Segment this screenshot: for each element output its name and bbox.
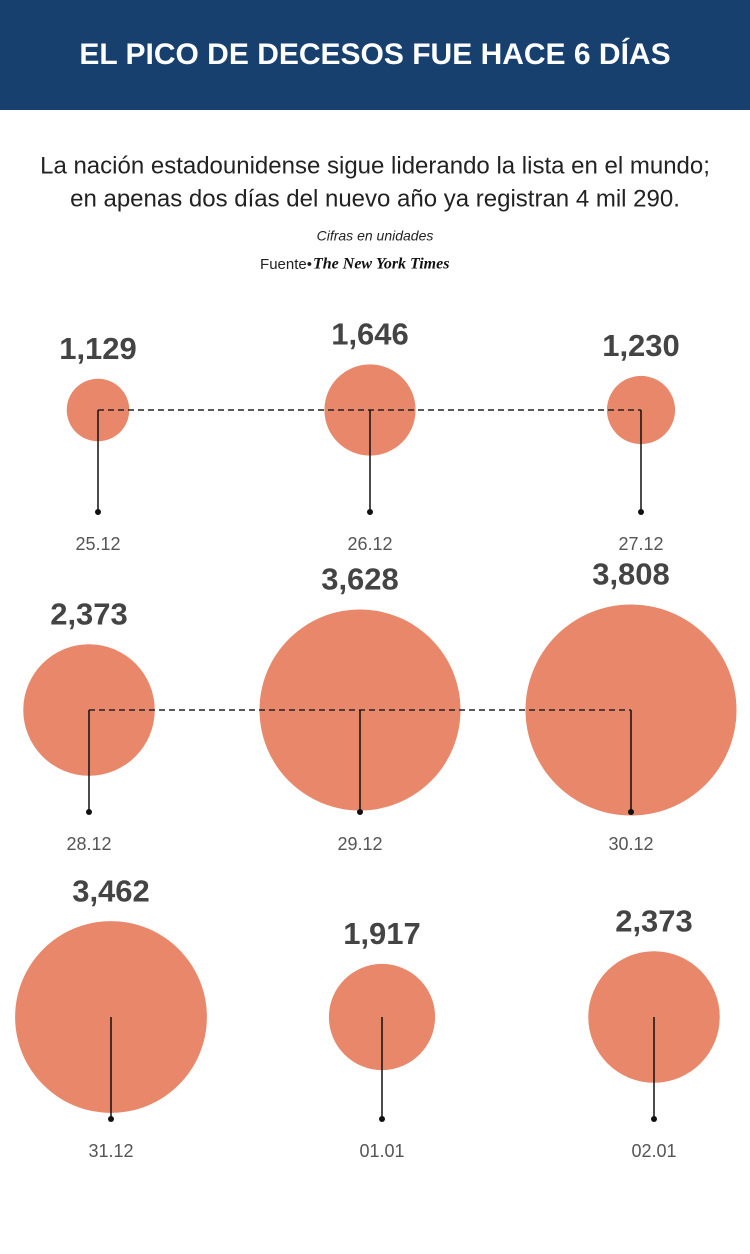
value-label: 3,808 [592, 557, 670, 592]
date-label: 02.01 [631, 1141, 676, 1161]
header-band [0, 0, 750, 110]
value-label: 2,373 [615, 903, 693, 938]
date-label: 26.12 [347, 534, 392, 554]
date-label: 28.12 [66, 834, 111, 854]
pointer-dot [367, 509, 373, 515]
pointer-dot [95, 509, 101, 515]
source-label: Fuente• [260, 256, 312, 273]
value-label: 3,628 [321, 562, 399, 597]
value-label: 1,646 [331, 317, 409, 352]
subtitle-line: en apenas dos días del nuevo año ya regi… [70, 185, 680, 212]
pointer-dot [357, 809, 363, 815]
pointer-dot [108, 1116, 114, 1122]
date-label: 29.12 [337, 834, 382, 854]
date-label: 01.01 [359, 1141, 404, 1161]
pointer-dot [379, 1116, 385, 1122]
date-label: 27.12 [618, 534, 663, 554]
subtitle-line: La nación estadounidense sigue liderando… [40, 152, 710, 179]
date-label: 31.12 [88, 1141, 133, 1161]
date-label: 25.12 [75, 534, 120, 554]
pointer-dot [638, 509, 644, 515]
pointer-dot [86, 809, 92, 815]
value-label: 1,917 [343, 916, 421, 951]
value-label: 3,462 [72, 873, 150, 908]
value-label: 1,230 [602, 328, 680, 363]
source: The New York Times [313, 256, 449, 273]
pointer-dot [651, 1116, 657, 1122]
value-label: 2,373 [50, 596, 128, 631]
note: Cifras en unidades [317, 228, 434, 244]
chart-title: EL PICO DE DECESOS FUE HACE 6 DÍAS [79, 37, 670, 71]
date-label: 30.12 [608, 834, 653, 854]
value-label: 1,129 [59, 331, 137, 366]
pointer-dot [628, 809, 634, 815]
